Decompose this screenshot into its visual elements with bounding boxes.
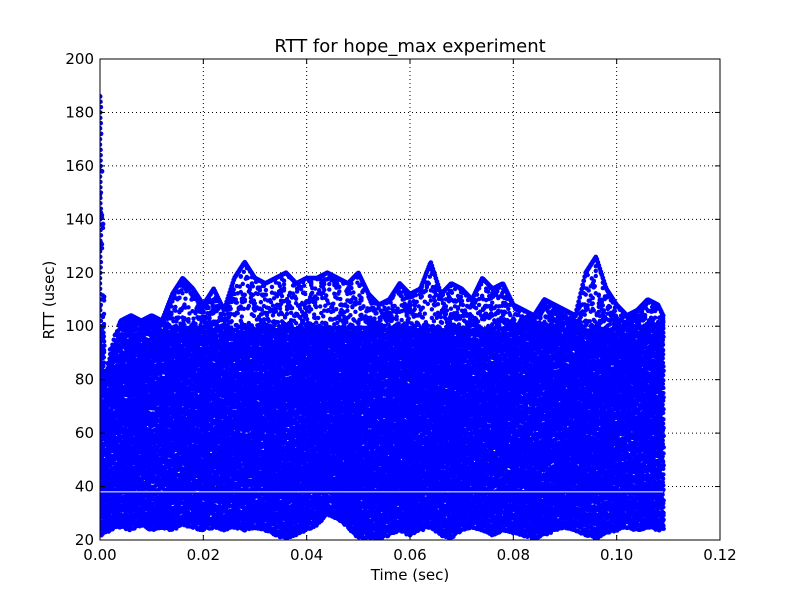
- data-point: [176, 315, 180, 319]
- data-point: [186, 319, 190, 323]
- data-point: [193, 322, 197, 326]
- data-point: [169, 304, 173, 308]
- data-point: [169, 312, 173, 316]
- data-point: [183, 296, 187, 300]
- data-point: [186, 305, 190, 309]
- data-point: [102, 339, 106, 343]
- data-point: [180, 291, 184, 295]
- data-point: [173, 305, 177, 309]
- data-point: [102, 334, 106, 338]
- data-point: [173, 308, 177, 312]
- data-point: [177, 296, 181, 300]
- data-point: [191, 317, 195, 321]
